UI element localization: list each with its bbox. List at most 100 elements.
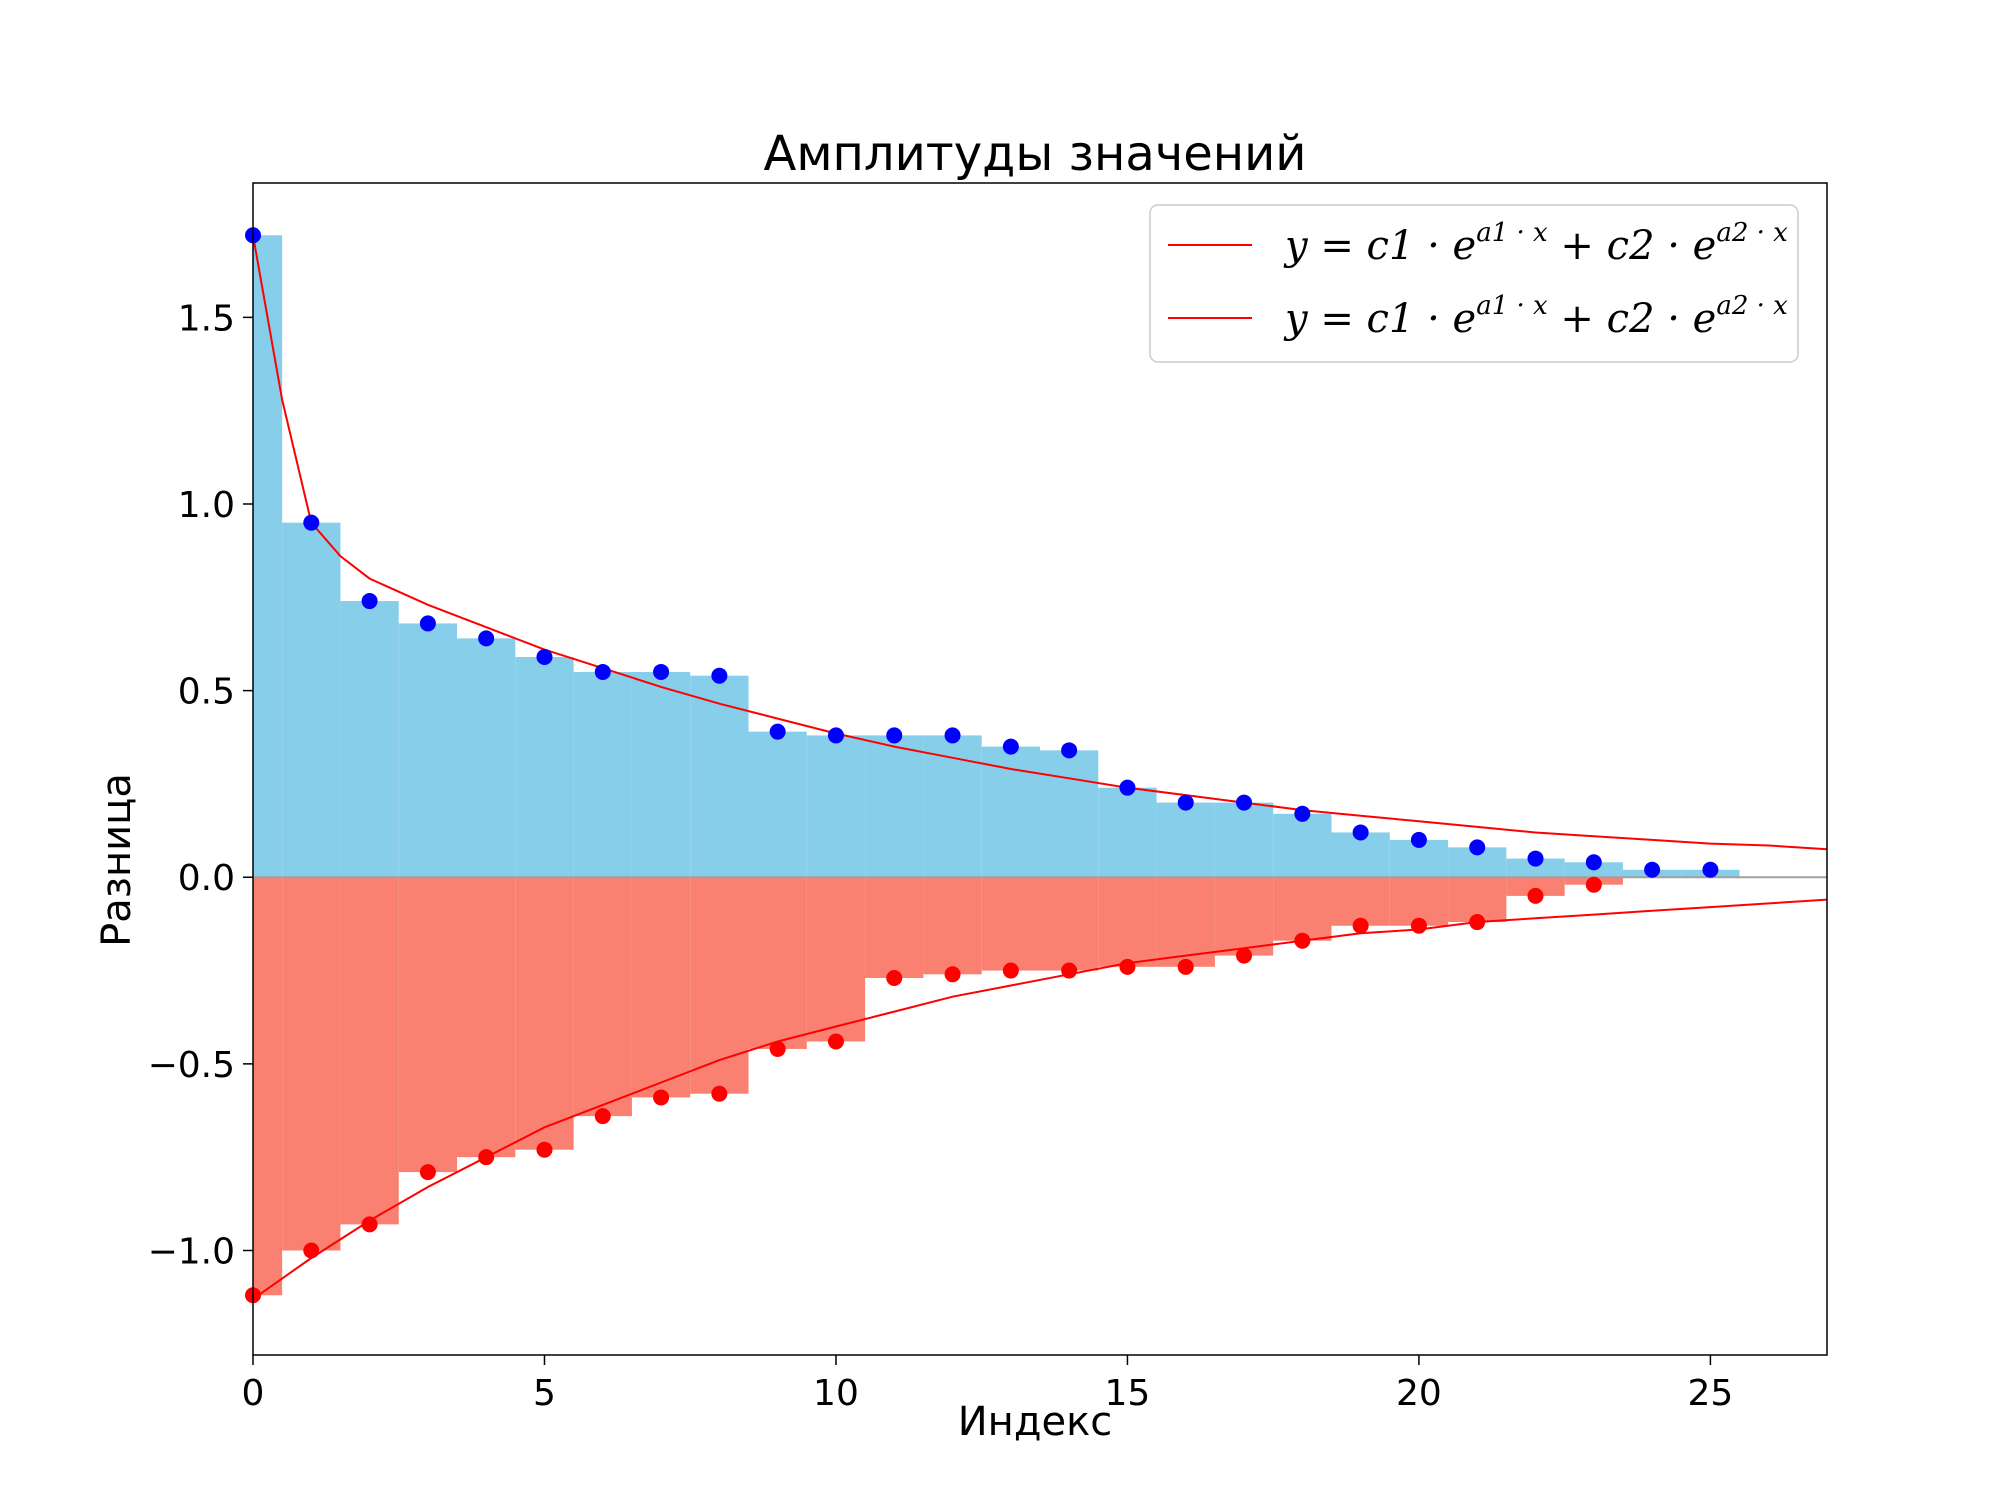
negative-point (536, 1141, 553, 1158)
fit-line-2 (252, 898, 1828, 1300)
positive-point (361, 593, 378, 610)
positive-point (1061, 742, 1078, 759)
positive-point (827, 727, 844, 744)
negative-bar (457, 877, 516, 1158)
positive-bar (1273, 813, 1332, 878)
negative-bar (573, 877, 632, 1117)
y-tick-label: 1.0 (178, 485, 235, 526)
negative-point (303, 1242, 320, 1259)
y-ticks-group: −1.0 −0.5 0.0 0.5 1.0 1.5 (148, 298, 253, 1272)
negative-point (1527, 887, 1544, 904)
negative-point (1410, 917, 1427, 934)
positive-point (653, 663, 670, 680)
positive-bar (457, 638, 516, 878)
negative-point (419, 1164, 436, 1181)
negative-bar (1273, 877, 1332, 941)
positive-bar (1098, 787, 1157, 878)
negative-bar (282, 877, 341, 1251)
x-tick-label: 20 (1396, 1373, 1442, 1414)
negative-point (361, 1216, 378, 1233)
negative-bar (1214, 877, 1274, 956)
y-tick-label: −1.0 (148, 1231, 235, 1272)
negative-bar (690, 877, 749, 1094)
negative-bar (865, 877, 924, 979)
x-tick-label: 15 (1105, 1373, 1151, 1414)
positive-point (1527, 850, 1544, 867)
negative-bars-group (253, 877, 1623, 1296)
positive-bars-group (253, 235, 1740, 878)
positive-bar (631, 671, 691, 878)
negative-bar (1389, 877, 1449, 926)
positive-bar (923, 735, 982, 878)
positive-bar (1214, 802, 1274, 878)
negative-bar (398, 877, 458, 1173)
positive-point (1294, 805, 1311, 822)
negative-bar (1156, 877, 1215, 967)
negative-point (1177, 958, 1194, 975)
negative-point (1002, 962, 1019, 979)
positive-bar (573, 671, 632, 878)
negative-point (1585, 876, 1602, 893)
positive-point (1644, 861, 1661, 878)
y-tick-label: 0.5 (178, 672, 235, 713)
positive-point (711, 667, 728, 684)
negative-point (1061, 962, 1078, 979)
negative-bar (631, 877, 691, 1098)
negative-bar (981, 877, 1040, 971)
positive-bar (748, 731, 807, 878)
negative-bar (253, 877, 283, 1296)
positive-point (1410, 831, 1427, 848)
x-tick-label: 10 (813, 1373, 859, 1414)
positive-bar (806, 735, 866, 878)
positive-point (1002, 738, 1019, 755)
positive-point (1702, 861, 1719, 878)
negative-point (711, 1085, 728, 1102)
x-tick-label: 5 (533, 1373, 556, 1414)
negative-point (944, 966, 961, 983)
negative-bar (1331, 877, 1390, 926)
x-tick-label: 0 (242, 1373, 265, 1414)
positive-bar (1506, 858, 1565, 878)
positive-bar (398, 623, 458, 878)
legend-label-1: y = c1 · ea1 · x + c2 · ea2 · x (1283, 218, 1788, 269)
positive-bar (865, 735, 924, 878)
negative-bar (923, 877, 982, 975)
positive-point (478, 630, 495, 647)
fit-line-1 (252, 235, 1828, 851)
x-tick-label: 25 (1688, 1373, 1734, 1414)
negative-point (594, 1108, 611, 1125)
positive-bar (1156, 802, 1215, 878)
negative-point (1294, 932, 1311, 949)
negative-point (478, 1149, 495, 1166)
negative-bar (340, 877, 399, 1225)
negative-bar (515, 877, 574, 1150)
positive-bar (282, 522, 341, 878)
positive-bar (1040, 750, 1099, 878)
plot-frame (252, 182, 1828, 1356)
x-ticks-group: 0 5 10 15 20 25 (242, 1355, 1734, 1414)
negative-point (653, 1089, 670, 1106)
points-group (245, 227, 1719, 1304)
legend-label-2: y = c1 · ea1 · x + c2 · ea2 · x (1283, 291, 1788, 342)
positive-point (769, 723, 786, 740)
positive-point (886, 727, 903, 744)
positive-point (1469, 839, 1486, 856)
negative-bar (1040, 877, 1099, 971)
negative-point (1236, 947, 1253, 964)
y-tick-label: 0.0 (178, 858, 235, 899)
positive-point (594, 663, 611, 680)
positive-bar (981, 746, 1040, 878)
positive-point (1177, 794, 1194, 811)
negative-point (1469, 914, 1486, 931)
positive-point (1236, 794, 1253, 811)
positive-point (1585, 854, 1602, 871)
y-tick-label: 1.5 (178, 298, 235, 339)
negative-point (1119, 958, 1136, 975)
legend-box (1149, 204, 1799, 363)
positive-point (1352, 824, 1369, 841)
positive-point (303, 514, 320, 531)
positive-bar (690, 675, 749, 878)
positive-point (419, 615, 436, 632)
positive-point (1119, 779, 1136, 796)
